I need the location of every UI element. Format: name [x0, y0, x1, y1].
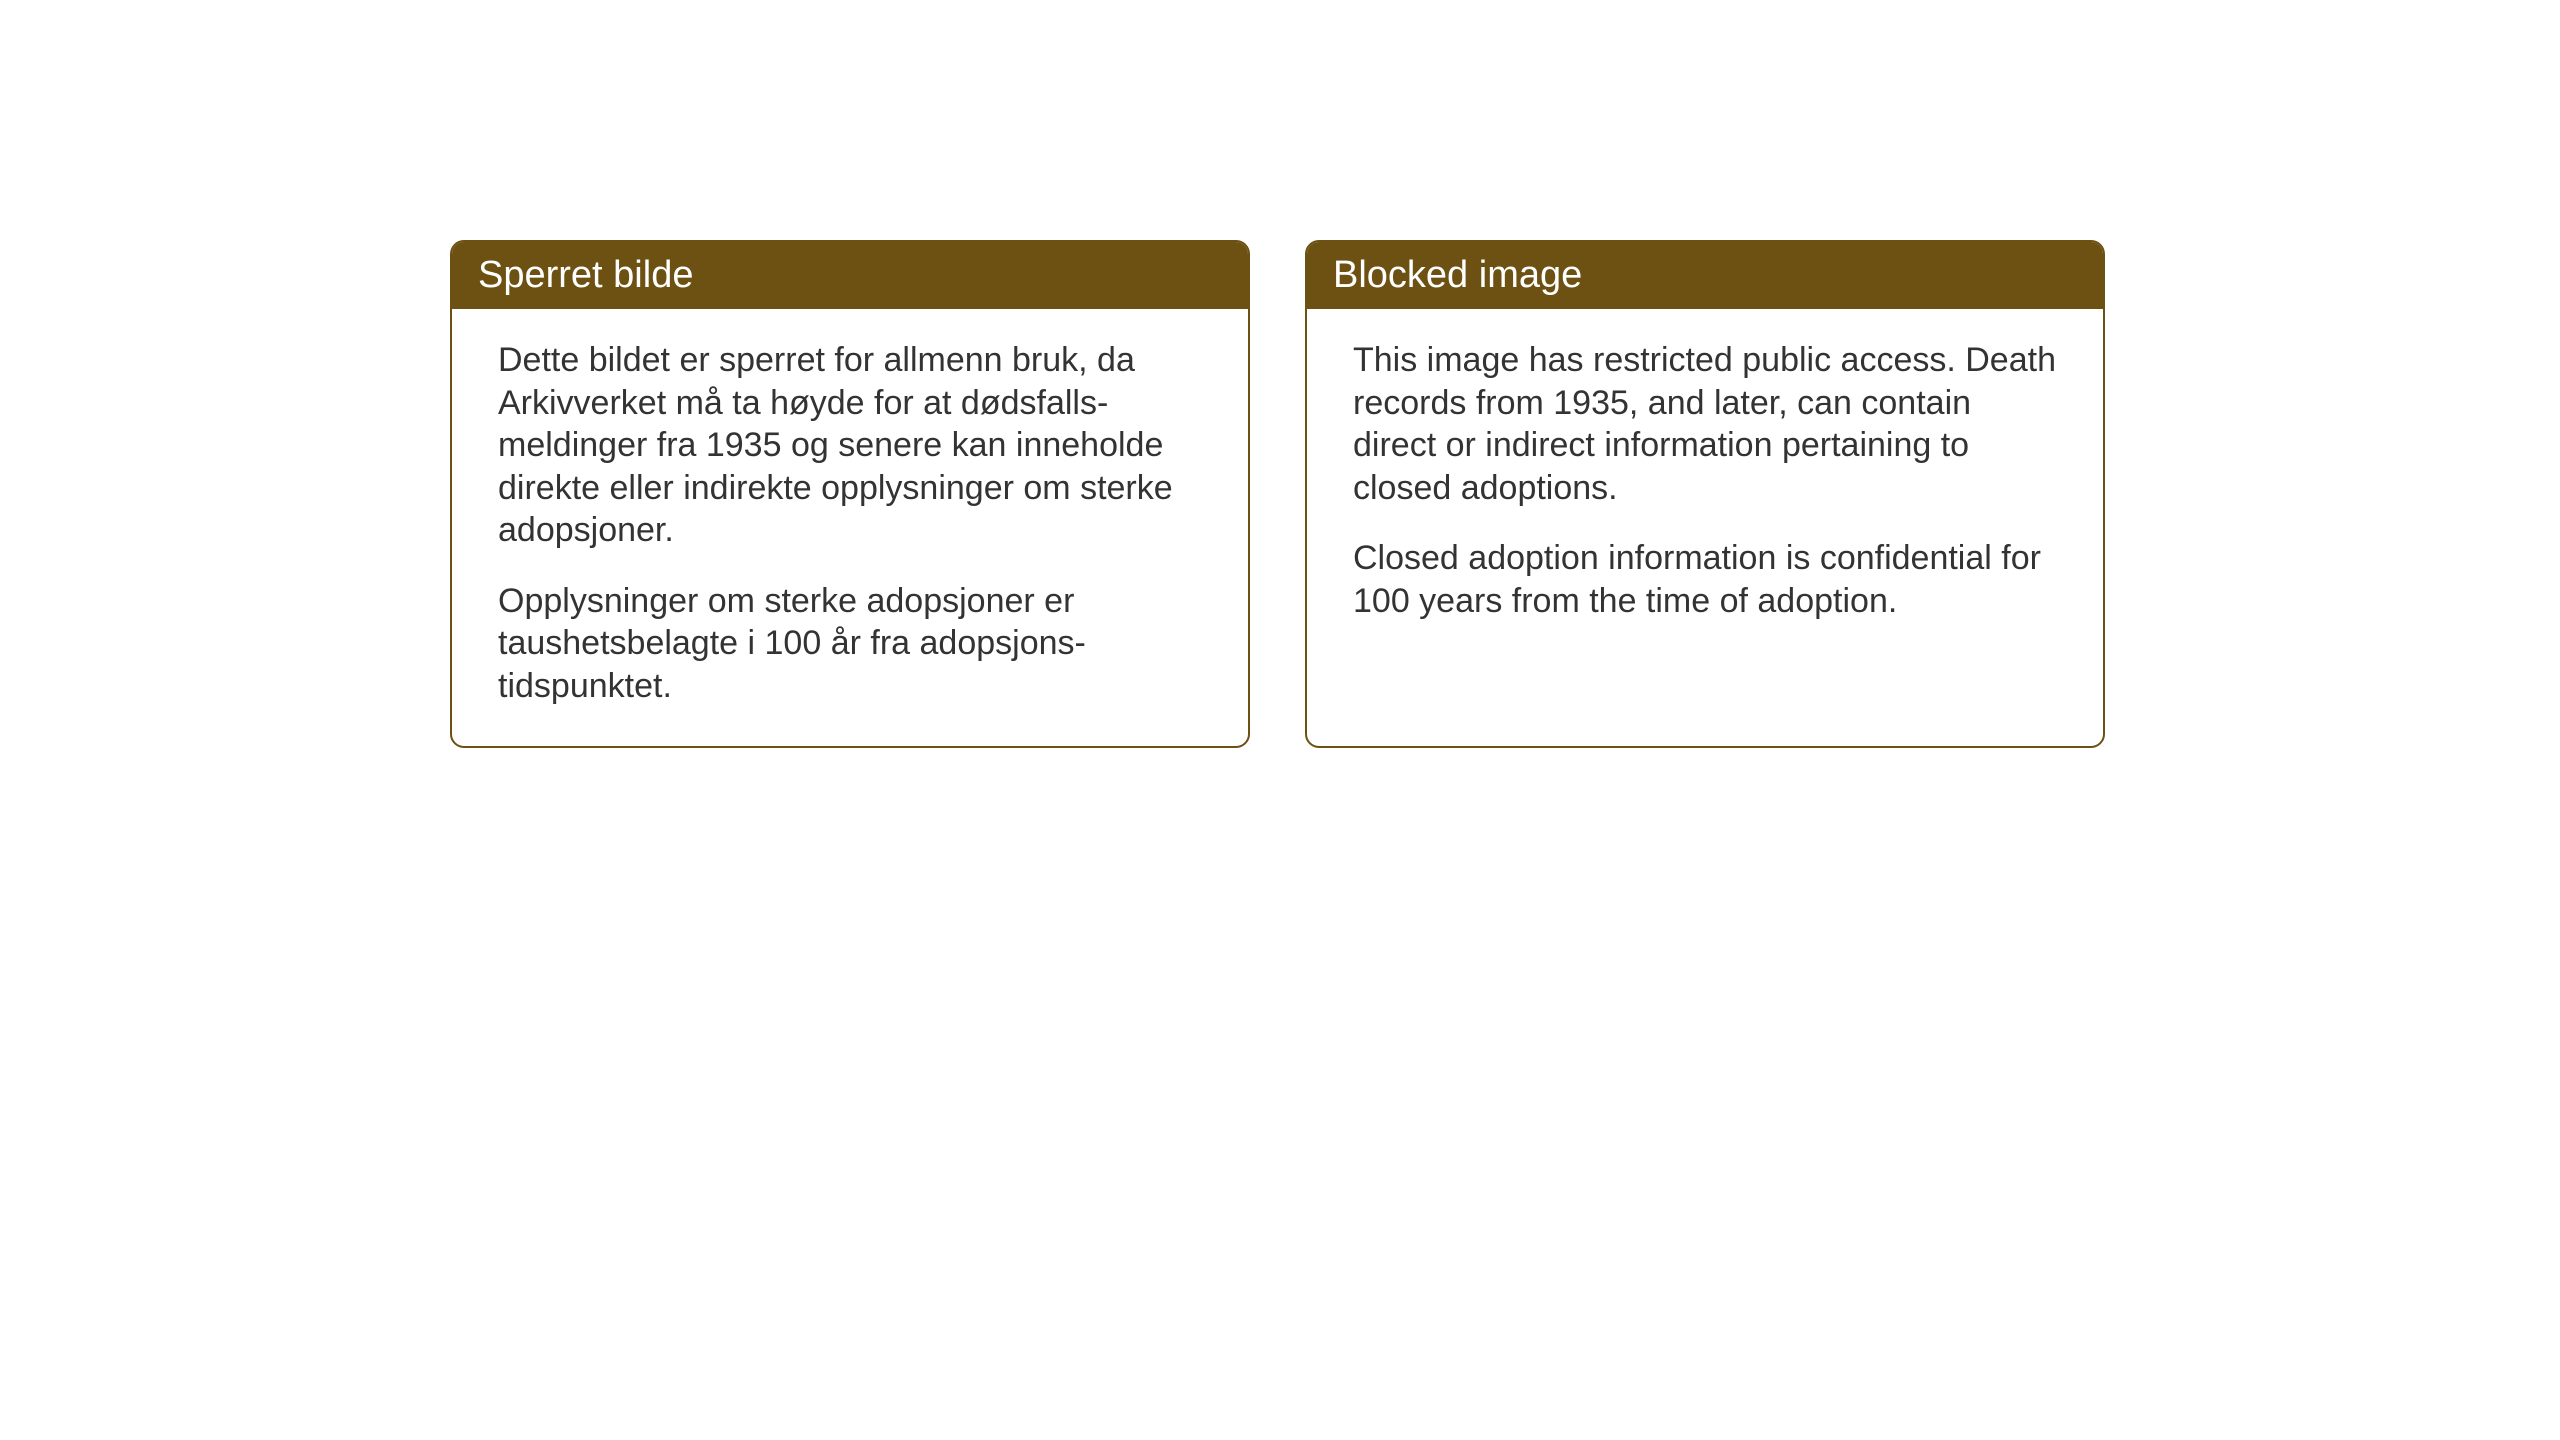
card-para1-english: This image has restricted public access.… — [1353, 339, 2057, 509]
card-header-english: Blocked image — [1307, 242, 2103, 309]
card-header-norwegian: Sperret bilde — [452, 242, 1248, 309]
card-body-norwegian: Dette bildet er sperret for allmenn bruk… — [452, 309, 1248, 743]
card-para1-norwegian: Dette bildet er sperret for allmenn bruk… — [498, 339, 1202, 552]
cards-container: Sperret bilde Dette bildet er sperret fo… — [450, 240, 2105, 748]
card-title-english: Blocked image — [1333, 254, 1582, 296]
card-title-norwegian: Sperret bilde — [478, 254, 693, 296]
card-norwegian: Sperret bilde Dette bildet er sperret fo… — [450, 240, 1250, 748]
card-body-english: This image has restricted public access.… — [1307, 309, 2103, 658]
card-english: Blocked image This image has restricted … — [1305, 240, 2105, 748]
card-para2-english: Closed adoption information is confident… — [1353, 537, 2057, 622]
card-para2-norwegian: Opplysninger om sterke adopsjoner er tau… — [498, 580, 1202, 708]
